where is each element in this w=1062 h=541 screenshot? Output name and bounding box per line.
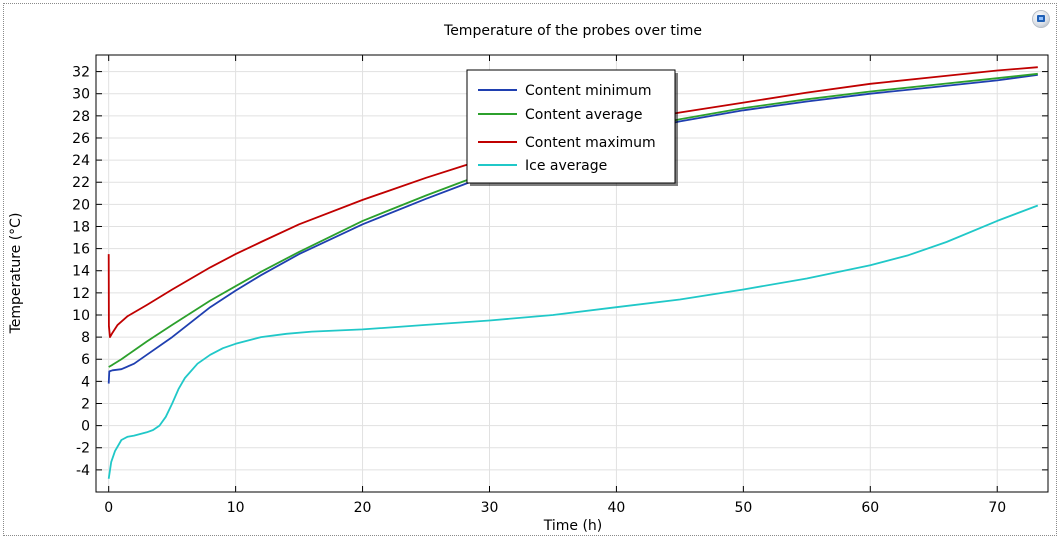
y-tick-label: 32 (72, 65, 90, 81)
export-image-button[interactable] (1033, 11, 1049, 27)
image-icon (1037, 15, 1045, 22)
y-tick-label: 26 (72, 131, 90, 147)
legend-label: Content average (525, 107, 642, 123)
legend-label: Ice average (525, 158, 607, 174)
x-tick-label: 40 (608, 500, 626, 516)
legend-label: Content maximum (525, 135, 656, 151)
legend: Content minimum Content average Content ma… (466, 69, 678, 186)
y-tick-label: 4 (81, 374, 90, 390)
series-line-ice-average (107, 204, 1039, 479)
series-line-content-average (108, 72, 1038, 368)
y-tick-label: 30 (72, 87, 90, 103)
y-tick-label: 12 (72, 286, 90, 302)
legend-label: Content minimum (525, 83, 652, 99)
y-tick-label: 0 (81, 419, 90, 435)
plot-window-frame (3, 3, 1057, 536)
y-tick-label: 8 (81, 330, 90, 346)
x-tick-label: 50 (734, 500, 752, 516)
x-tick-label: 60 (861, 500, 879, 516)
chart-title: Temperature of the probes over time (443, 23, 702, 39)
y-tick-label: 16 (72, 242, 90, 258)
x-tick-label: 20 (354, 500, 372, 516)
x-tick-label: 30 (481, 500, 499, 516)
grid (96, 55, 1048, 492)
x-tick-label: 10 (227, 500, 245, 516)
series-line-content-maximum (107, 66, 1038, 339)
y-tick-label: -2 (76, 441, 90, 457)
y-tick-label: -4 (76, 463, 90, 479)
series-layer (107, 66, 1039, 479)
y-tick-label: 24 (72, 153, 90, 169)
series-line-content-minimum (107, 74, 1038, 384)
x-tick-label: 70 (988, 500, 1006, 516)
y-tick-label: 10 (72, 308, 90, 324)
y-tick-label: 6 (81, 352, 90, 368)
y-tick-label: 14 (72, 264, 90, 280)
x-axis-label: Time (h) (543, 518, 603, 534)
y-axis-label: Temperature (°C) (8, 213, 24, 335)
y-tick-label: 20 (72, 197, 90, 213)
y-tick-label: 22 (72, 175, 90, 191)
y-tick-label: 18 (72, 219, 90, 235)
x-tick-label: 0 (104, 500, 113, 516)
y-tick-label: 2 (81, 396, 90, 412)
y-tick-label: 28 (72, 109, 90, 125)
